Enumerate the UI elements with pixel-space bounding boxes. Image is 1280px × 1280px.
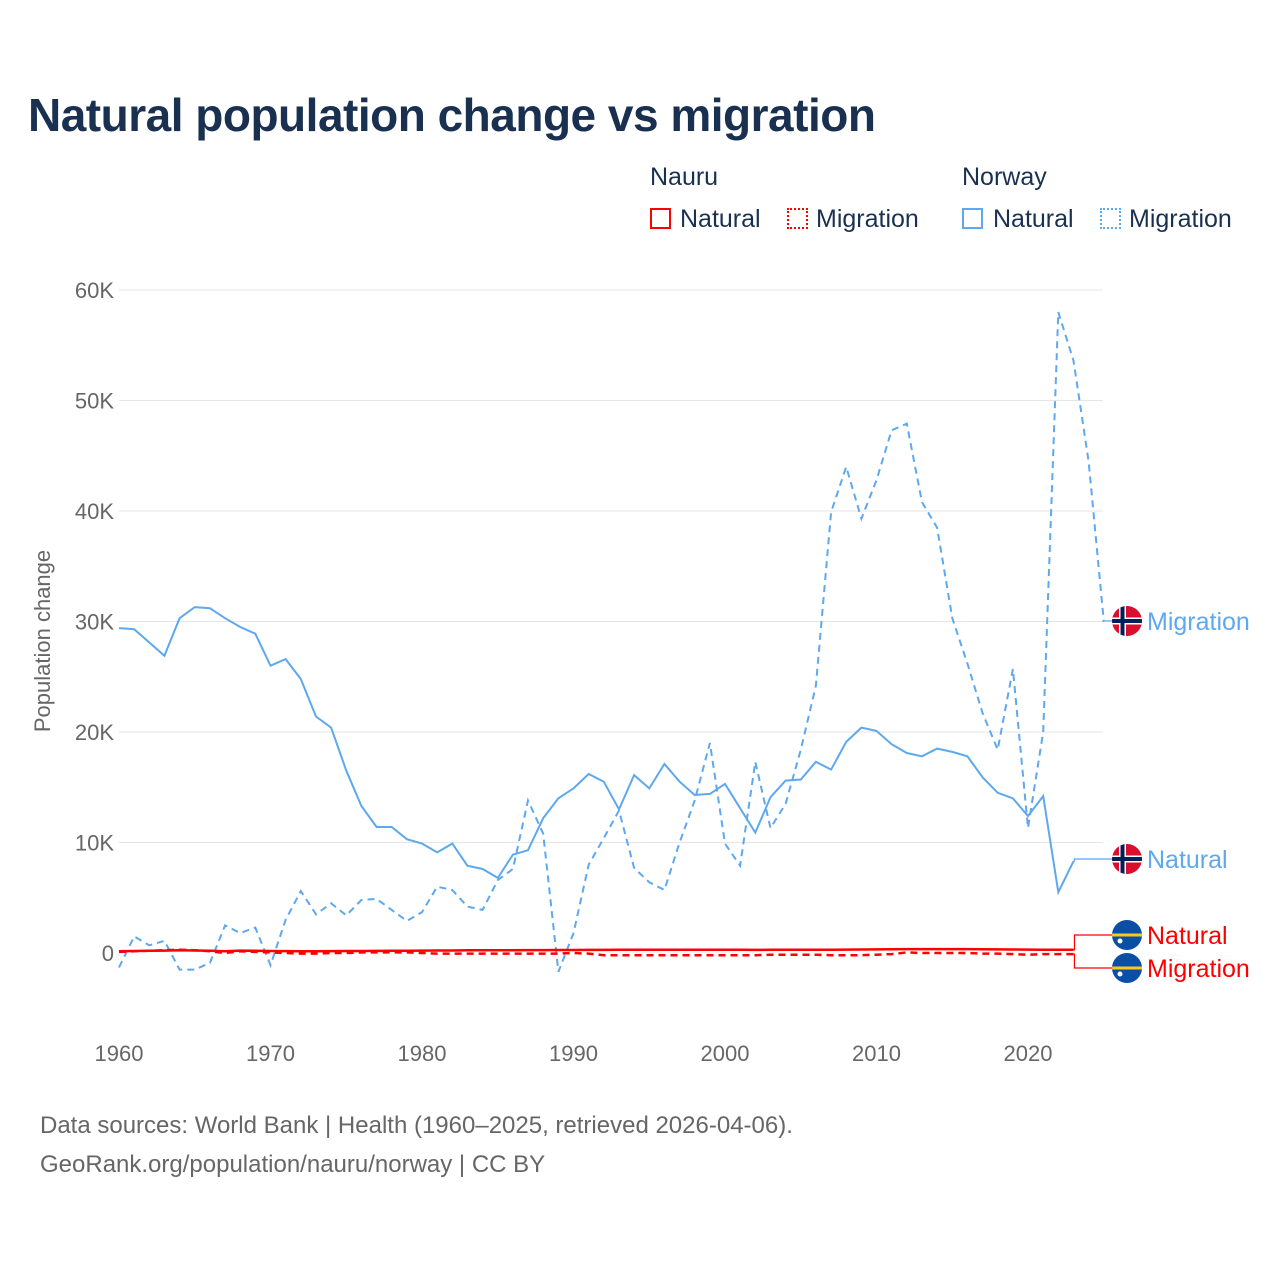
- flag-stripe: [1112, 933, 1142, 937]
- footer: Data sources: World Bank | Health (1960–…: [40, 1106, 793, 1184]
- flag-cross: [1120, 844, 1125, 874]
- legend-group-norway: Norway: [962, 163, 1047, 191]
- flag: [1112, 844, 1142, 874]
- flag-star: [1117, 938, 1123, 944]
- end-label: Natural: [1147, 922, 1228, 950]
- end-label: Natural: [1147, 846, 1228, 874]
- y-tick-label: 20K: [75, 720, 114, 745]
- footer-sources: Data sources: World Bank | Health (1960–…: [40, 1112, 793, 1139]
- nauru-flag-icon: [1112, 920, 1142, 950]
- y-tick-label: 60K: [75, 278, 114, 303]
- y-tick-label: 50K: [75, 389, 114, 414]
- flag-cross: [1120, 606, 1125, 636]
- x-tick-label: 1990: [549, 1041, 598, 1066]
- legend-group-nauru: Nauru: [650, 163, 719, 191]
- legend-item-norway-migration[interactable]: Migration: [1129, 205, 1232, 233]
- y-tick-label: 10K: [75, 831, 114, 856]
- legend-swatch-nauru-migration: [787, 208, 808, 229]
- flag-stripe: [1112, 966, 1142, 970]
- x-tick-label: 1970: [246, 1041, 295, 1066]
- legend-item-nauru-natural[interactable]: Natural: [680, 205, 761, 233]
- x-tick-label: 1980: [398, 1041, 447, 1066]
- series-line-nauru-migration: [118, 948, 1074, 957]
- y-tick-label: 40K: [75, 499, 114, 524]
- x-tick-label: 1960: [95, 1041, 144, 1066]
- flag: [1112, 606, 1142, 636]
- y-tick-label: 0: [102, 941, 114, 966]
- leader-line: [1073, 953, 1112, 969]
- x-tick-label: 2010: [852, 1041, 901, 1066]
- flag: [1112, 953, 1142, 983]
- chart-title: Natural population change vs migration: [28, 89, 876, 141]
- leader-line: [1102, 620, 1112, 623]
- end-label: Migration: [1147, 608, 1250, 636]
- leader-line: [1073, 858, 1112, 862]
- flag-cross: [1112, 619, 1142, 623]
- end-label: Migration: [1147, 955, 1250, 983]
- x-tick-label: 2020: [1004, 1041, 1053, 1066]
- flag-cross: [1112, 857, 1142, 861]
- norway-flag-icon: [1112, 844, 1142, 874]
- legend-swatch-nauru-natural: [650, 208, 671, 229]
- series-line-norway-migration: [118, 311, 1105, 973]
- flag: [1112, 920, 1142, 950]
- y-axis-label: Population change: [30, 550, 55, 732]
- series-line-norway-natural: [118, 606, 1075, 896]
- x-tick-label: 2000: [701, 1041, 750, 1066]
- norway-flag-icon: [1112, 606, 1142, 636]
- nauru-flag-icon: [1112, 953, 1142, 983]
- legend-swatch-norway-migration: [1100, 208, 1121, 229]
- footer-attribution[interactable]: GeoRank.org/population/nauru/norway | CC…: [40, 1151, 546, 1178]
- legend-swatch-norway-natural: [962, 208, 983, 229]
- series-line-nauru-natural: [118, 947, 1074, 953]
- leader-line: [1073, 934, 1112, 951]
- y-tick-label: 30K: [75, 610, 114, 635]
- legend-item-nauru-migration[interactable]: Migration: [816, 205, 919, 233]
- legend-item-norway-natural[interactable]: Natural: [993, 205, 1074, 233]
- flag-star: [1117, 971, 1123, 977]
